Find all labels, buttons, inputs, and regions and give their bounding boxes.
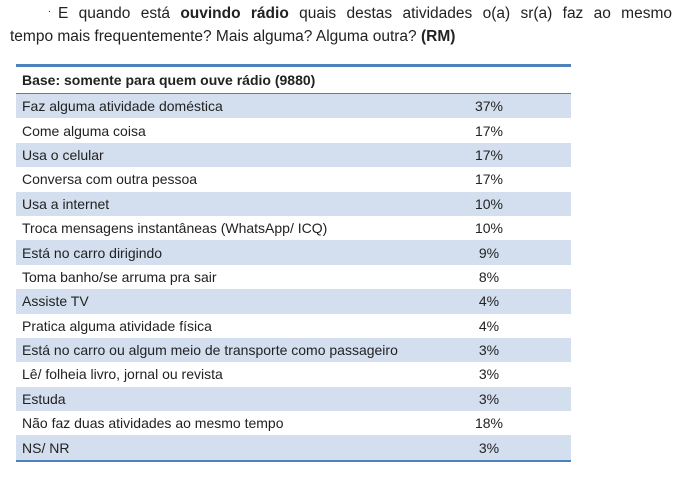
row-value: 17% <box>474 171 504 188</box>
row-value: 3% <box>478 342 500 359</box>
table-row: Pratica alguma atividade física 4% <box>16 314 571 338</box>
row-label: Usa a internet <box>22 195 110 212</box>
row-value: 10% <box>474 220 504 237</box>
row-label: Conversa com outra pessoa <box>22 171 198 188</box>
row-label: Não faz duas atividades ao mesmo tempo <box>22 415 284 432</box>
row-value: 9% <box>478 244 500 261</box>
row-value: 3% <box>478 366 500 383</box>
table-row: Troca mensagens instantâneas (WhatsApp/ … <box>16 216 571 240</box>
row-value: 3% <box>423 435 571 462</box>
row-label: Troca mensagens instantâneas (WhatsApp/ … <box>22 220 328 237</box>
row-label: Toma banho/se arruma pra sair <box>22 268 217 285</box>
row-label: Pratica alguma atividade física <box>22 317 212 334</box>
table-row: Estuda 3% <box>16 386 571 412</box>
row-label: NS/ NR <box>16 435 423 462</box>
row-value: 10% <box>474 195 504 212</box>
row-label: Estuda <box>22 390 66 407</box>
question-line2: tempo mais frequentemente? Mais alguma? … <box>10 28 421 45</box>
row-value: 4% <box>478 293 500 310</box>
table-row: Faz alguma atividade doméstica 37% <box>16 93 571 119</box>
row-value: 8% <box>478 268 500 285</box>
row-label: Está no carro dirigindo <box>22 244 163 261</box>
question-post: quais destas atividades o(a) sr(a) faz a… <box>288 5 672 22</box>
table-row: Está no carro dirigindo 9% <box>16 240 571 265</box>
table-row: Assiste TV 4% <box>16 289 571 314</box>
row-value: 3% <box>478 390 500 407</box>
row-label: Usa o celular <box>22 146 104 163</box>
row-label: Faz alguma atividade doméstica <box>22 98 223 115</box>
bullet-mark: . <box>48 4 51 15</box>
table-header: Base: somente para quem ouve rádio (9880… <box>16 64 571 94</box>
table-row: Toma banho/se arruma pra sair 8% <box>16 265 571 289</box>
row-label: Assiste TV <box>22 293 89 310</box>
table-row: Conversa com outra pessoa 17% <box>16 167 571 191</box>
row-value: 17% <box>474 146 504 163</box>
row-value: 18% <box>474 415 504 432</box>
table-row: Está no carro ou algum meio de transport… <box>16 337 571 363</box>
question-tag: (RM) <box>420 28 456 45</box>
row-value: 37% <box>474 98 504 115</box>
table-row: Lê/ folheia livro, jornal ou revista 3% <box>16 362 571 386</box>
table-row: NS/ NR 3% <box>16 435 571 462</box>
table-row: Não faz duas atividades ao mesmo tempo 18… <box>16 411 571 435</box>
row-label: Está no carro ou algum meio de transport… <box>22 342 398 359</box>
row-value: 4% <box>478 317 500 334</box>
question-bold: ouvindo rádio <box>180 5 289 22</box>
table-row: Usa o celular 17% <box>16 142 571 168</box>
question-text: E quando está ouvindo rádio quais destas… <box>10 2 672 48</box>
row-label: Lê/ folheia livro, jornal ou revista <box>22 366 223 383</box>
results-table: Base: somente para quem ouve rádio (9880… <box>16 64 571 462</box>
table-row: Come alguma coisa 17% <box>16 118 571 142</box>
row-label: Come alguma coisa <box>22 122 146 139</box>
table-row: Usa a internet 10% <box>16 191 571 216</box>
row-value: 17% <box>474 122 504 139</box>
question-pre: E quando está <box>58 5 181 22</box>
